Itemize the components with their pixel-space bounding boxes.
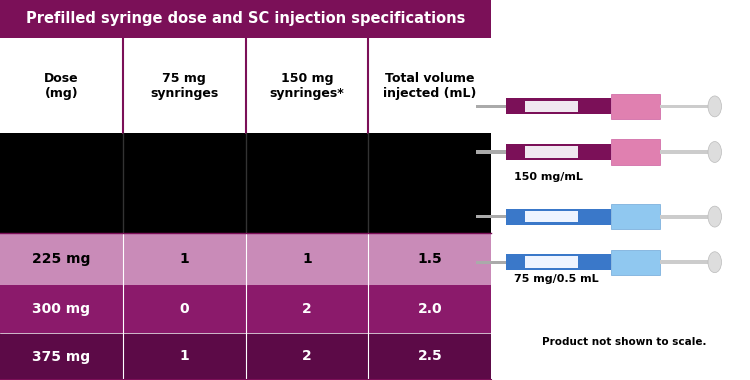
Ellipse shape bbox=[708, 252, 722, 273]
Bar bbox=[660, 150, 709, 154]
Text: Product not shown to scale.: Product not shown to scale. bbox=[542, 337, 706, 347]
Text: 75 mg/0.5 mL: 75 mg/0.5 mL bbox=[514, 274, 598, 284]
Ellipse shape bbox=[708, 141, 722, 163]
Bar bbox=[476, 215, 506, 218]
Text: 2.5: 2.5 bbox=[418, 350, 442, 364]
Bar bbox=[525, 101, 578, 112]
Text: 225 mg: 225 mg bbox=[32, 252, 91, 266]
Text: Prefilled syringe dose and SC injection specifications: Prefilled syringe dose and SC injection … bbox=[26, 11, 465, 27]
Bar bbox=[525, 211, 578, 222]
Bar bbox=[525, 256, 578, 268]
Bar bbox=[0, 285, 491, 333]
Bar bbox=[506, 209, 611, 225]
Text: 2: 2 bbox=[302, 350, 312, 364]
Text: 0: 0 bbox=[179, 302, 189, 316]
Ellipse shape bbox=[708, 96, 722, 117]
Bar bbox=[506, 144, 611, 160]
Bar bbox=[611, 204, 660, 229]
Text: Dose
(mg): Dose (mg) bbox=[44, 71, 79, 100]
Bar bbox=[611, 250, 660, 275]
Bar bbox=[0, 333, 491, 380]
Text: 2.0: 2.0 bbox=[418, 302, 442, 316]
Bar bbox=[0, 233, 491, 285]
Bar bbox=[611, 94, 660, 119]
Text: 75 mg
synringes: 75 mg synringes bbox=[150, 71, 218, 100]
Text: 300 mg: 300 mg bbox=[32, 302, 91, 316]
Bar bbox=[0, 0, 491, 38]
Bar bbox=[506, 98, 611, 114]
Bar bbox=[476, 105, 506, 108]
Text: 150 mg/mL: 150 mg/mL bbox=[514, 172, 583, 182]
Bar bbox=[660, 260, 709, 264]
Bar bbox=[476, 150, 506, 154]
Text: 1: 1 bbox=[179, 350, 189, 364]
Bar bbox=[476, 261, 506, 264]
Bar bbox=[660, 215, 709, 218]
Bar bbox=[0, 133, 491, 233]
Text: 2: 2 bbox=[302, 302, 312, 316]
Bar bbox=[0, 38, 491, 133]
Text: 1: 1 bbox=[302, 252, 312, 266]
Text: 1.5: 1.5 bbox=[418, 252, 442, 266]
Text: Total volume
injected (mL): Total volume injected (mL) bbox=[383, 71, 476, 100]
Bar bbox=[525, 146, 578, 158]
Text: 150 mg
synringes*: 150 mg synringes* bbox=[270, 71, 344, 100]
Bar bbox=[506, 254, 611, 270]
Text: 375 mg: 375 mg bbox=[32, 350, 91, 364]
Text: 1: 1 bbox=[179, 252, 189, 266]
Bar bbox=[660, 105, 709, 108]
Ellipse shape bbox=[708, 206, 722, 227]
Bar bbox=[611, 139, 660, 165]
